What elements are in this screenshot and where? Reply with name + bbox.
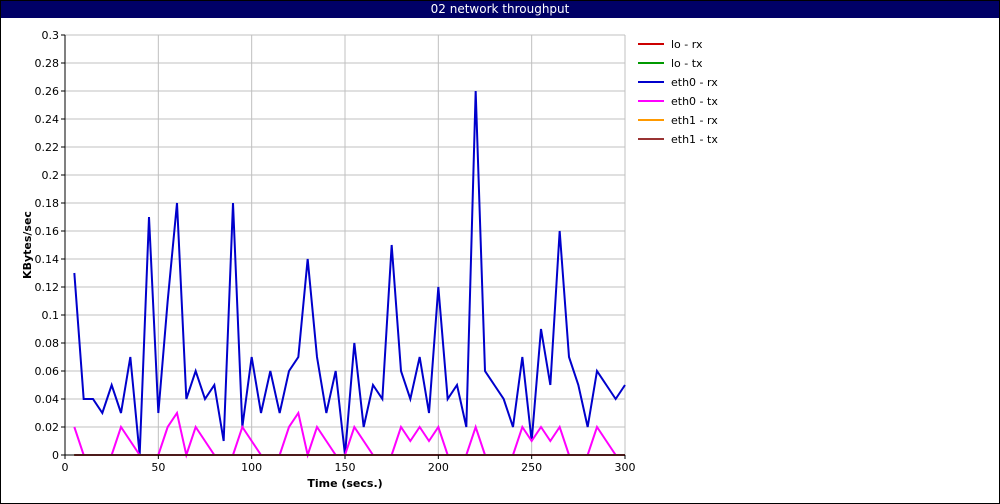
y-tick-label: 0.26 [35,85,60,98]
y-tick-label: 0.14 [35,253,60,266]
y-axis-label: KBytes/sec [21,211,34,279]
legend-label: eth0 - rx [671,76,718,89]
x-tick-label: 100 [241,461,262,474]
y-tick-label: 0.2 [42,169,60,182]
axes [61,34,626,459]
window-title: 02 network throughput [1,1,999,18]
y-tick-label: 0.04 [35,393,60,406]
x-tick-label: 250 [521,461,542,474]
y-tick-label: 0.02 [35,421,60,434]
legend-label: eth1 - rx [671,114,718,127]
y-tick-label: 0.3 [42,29,60,42]
y-tick-label: 0.18 [35,197,60,210]
series-line-eth0-rx [73,90,626,456]
legend-label: lo - rx [671,38,703,51]
y-tick-label: 0 [52,449,59,462]
legend-label: lo - tx [671,57,703,70]
x-tick-label: 150 [335,461,356,474]
legend-label: eth1 - tx [671,133,718,146]
x-tick-label: 200 [428,461,449,474]
grid [65,34,626,455]
legend-item: eth0 - rx [638,76,718,89]
tick-labels: 0 0.02 0.04 0.06 0.08 0.1 0.12 0.14 0.16 0.18 0.2 0… [35,29,636,474]
legend-item: eth1 - tx [638,133,718,146]
y-tick-label: 0.1 [42,309,60,322]
y-tick-label: 0.28 [35,57,60,70]
y-tick-label: 0.08 [35,337,60,350]
legend-item: eth0 - tx [638,95,718,108]
legend-label: eth0 - tx [671,95,718,108]
x-tick-label: 300 [615,461,636,474]
y-tick-label: 0.16 [35,225,60,238]
legend-item: lo - rx [638,38,703,51]
legend: lo - rx lo - tx eth0 - rx eth0 - tx eth1 - r… [638,38,718,146]
legend-item: lo - tx [638,57,703,70]
series-lines [73,90,626,459]
series-line-eth0-tx [73,410,625,459]
y-tick-label: 0.22 [35,141,60,154]
x-tick-label: 0 [62,461,69,474]
x-axis-label: Time (secs.) [307,477,382,490]
y-tick-label: 0.12 [35,281,60,294]
x-tick-label: 50 [151,461,165,474]
y-tick-label: 0.24 [35,113,60,126]
y-tick-label: 0.06 [35,365,60,378]
legend-item: eth1 - rx [638,114,718,127]
